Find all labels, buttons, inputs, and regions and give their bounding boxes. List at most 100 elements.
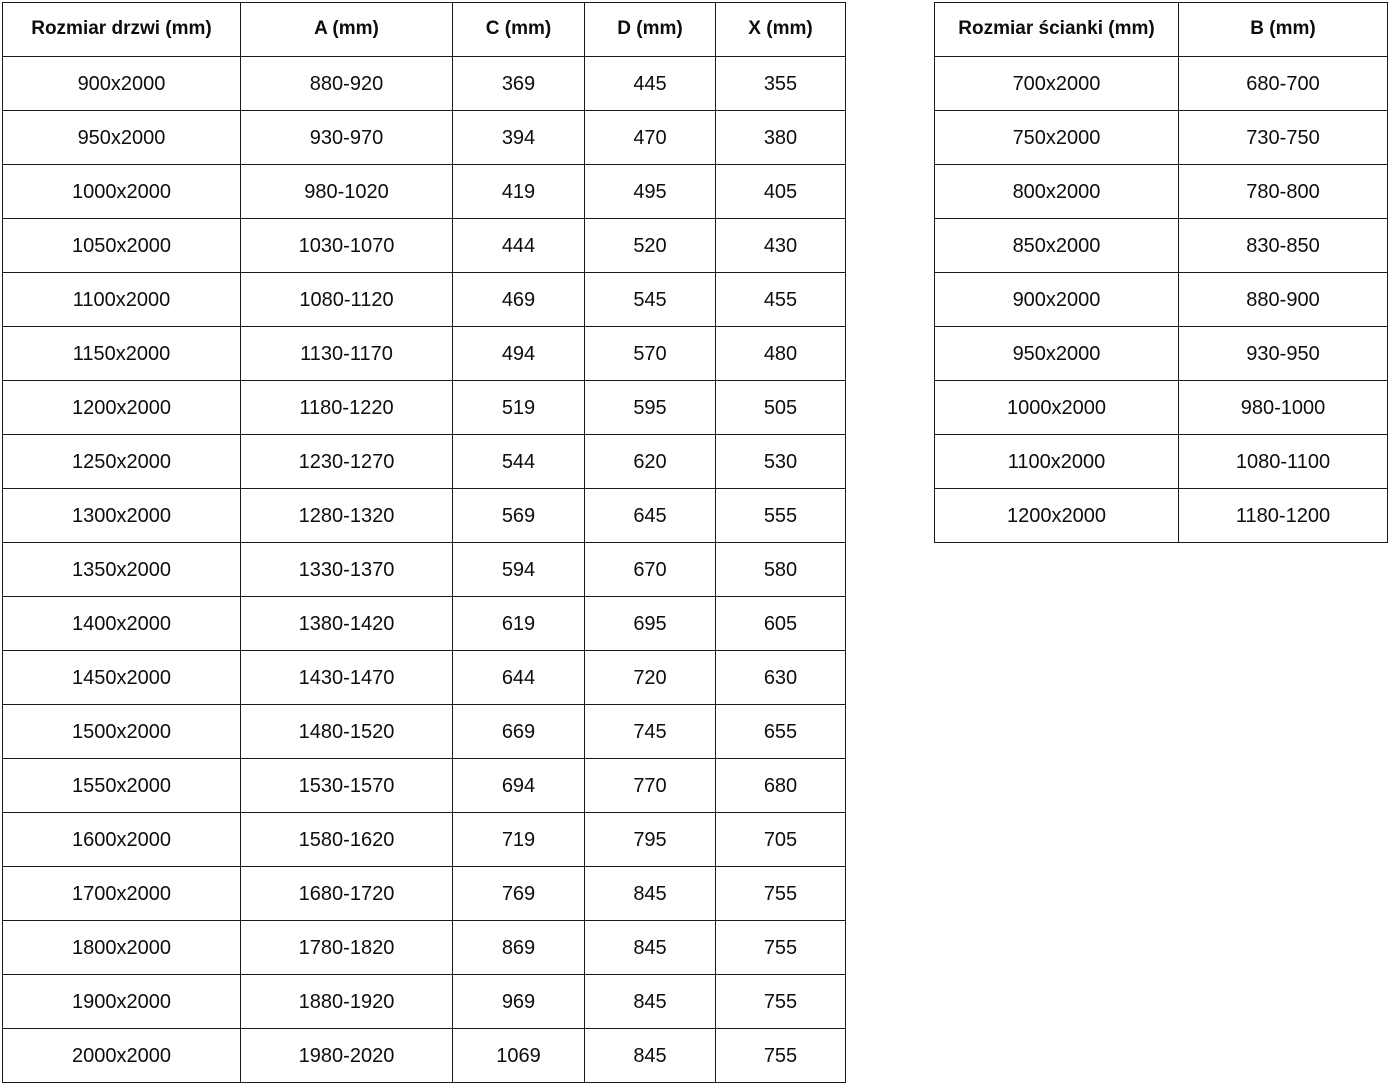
column-header-door-size: Rozmiar drzwi (mm): [2, 2, 241, 57]
cell-c: 769: [452, 866, 585, 921]
cell-c: 619: [452, 596, 585, 651]
cell-x: 680: [715, 758, 846, 813]
table-row: 1200x2000 1180-1200: [934, 488, 1388, 543]
cell-d: 845: [584, 866, 716, 921]
door-table-header: Rozmiar drzwi (mm) A (mm) C (mm) D (mm) …: [2, 2, 846, 57]
table-header-row: Rozmiar ścianki (mm) B (mm): [934, 2, 1388, 57]
cell-x: 605: [715, 596, 846, 651]
cell-door-size: 1400x2000: [2, 596, 241, 651]
cell-wall-size: 1100x2000: [934, 434, 1179, 489]
cell-d: 770: [584, 758, 716, 813]
table-row: 900x2000 880-900: [934, 272, 1388, 327]
cell-c: 1069: [452, 1028, 585, 1083]
cell-a: 1780-1820: [240, 920, 453, 975]
cell-d: 545: [584, 272, 716, 327]
table-row: 850x2000 830-850: [934, 218, 1388, 273]
cell-door-size: 1450x2000: [2, 650, 241, 705]
cell-a: 1180-1220: [240, 380, 453, 435]
cell-door-size: 1500x2000: [2, 704, 241, 759]
cell-a: 980-1020: [240, 164, 453, 219]
cell-a: 1480-1520: [240, 704, 453, 759]
cell-d: 645: [584, 488, 716, 543]
cell-d: 595: [584, 380, 716, 435]
table-row: 950x2000 930-970 394 470 380: [2, 110, 846, 165]
wall-table-header: Rozmiar ścianki (mm) B (mm): [934, 2, 1388, 57]
table-row: 1000x2000 980-1000: [934, 380, 1388, 435]
cell-door-size: 1350x2000: [2, 542, 241, 597]
cell-wall-size: 850x2000: [934, 218, 1179, 273]
cell-c: 569: [452, 488, 585, 543]
column-header-x: X (mm): [715, 2, 846, 57]
cell-door-size: 1300x2000: [2, 488, 241, 543]
column-header-d: D (mm): [584, 2, 716, 57]
cell-b: 1080-1100: [1178, 434, 1388, 489]
cell-d: 845: [584, 974, 716, 1029]
cell-a: 1530-1570: [240, 758, 453, 813]
cell-d: 520: [584, 218, 716, 273]
cell-x: 555: [715, 488, 846, 543]
table-row: 1150x2000 1130-1170 494 570 480: [2, 326, 846, 381]
cell-b: 930-950: [1178, 326, 1388, 381]
table-row: 1100x2000 1080-1100: [934, 434, 1388, 489]
column-header-c: C (mm): [452, 2, 585, 57]
cell-x: 455: [715, 272, 846, 327]
cell-c: 594: [452, 542, 585, 597]
cell-x: 480: [715, 326, 846, 381]
cell-door-size: 1700x2000: [2, 866, 241, 921]
table-row: 1700x2000 1680-1720 769 845 755: [2, 866, 846, 921]
cell-b: 830-850: [1178, 218, 1388, 273]
table-row: 1600x2000 1580-1620 719 795 705: [2, 812, 846, 867]
cell-wall-size: 800x2000: [934, 164, 1179, 219]
table-row: 700x2000 680-700: [934, 56, 1388, 111]
table-row: 1400x2000 1380-1420 619 695 605: [2, 596, 846, 651]
cell-x: 380: [715, 110, 846, 165]
cell-c: 694: [452, 758, 585, 813]
cell-door-size: 1000x2000: [2, 164, 241, 219]
cell-door-size: 1150x2000: [2, 326, 241, 381]
cell-door-size: 2000x2000: [2, 1028, 241, 1083]
cell-c: 519: [452, 380, 585, 435]
cell-a: 1380-1420: [240, 596, 453, 651]
cell-d: 845: [584, 920, 716, 975]
cell-wall-size: 700x2000: [934, 56, 1179, 111]
cell-door-size: 1800x2000: [2, 920, 241, 975]
wall-table-body: 700x2000 680-700 750x2000 730-750 800x2000 78…: [934, 56, 1388, 543]
cell-d: 695: [584, 596, 716, 651]
cell-c: 644: [452, 650, 585, 705]
cell-x: 505: [715, 380, 846, 435]
cell-b: 730-750: [1178, 110, 1388, 165]
wall-panel-size-table: Rozmiar ścianki (mm) B (mm) 700x2000 680-…: [934, 2, 1388, 543]
cell-d: 445: [584, 56, 716, 111]
table-row: 950x2000 930-950: [934, 326, 1388, 381]
cell-c: 869: [452, 920, 585, 975]
cell-a: 930-970: [240, 110, 453, 165]
cell-b: 1180-1200: [1178, 488, 1388, 543]
cell-d: 720: [584, 650, 716, 705]
cell-c: 369: [452, 56, 585, 111]
cell-d: 795: [584, 812, 716, 867]
cell-a: 1880-1920: [240, 974, 453, 1029]
cell-a: 1430-1470: [240, 650, 453, 705]
column-header-wall-size: Rozmiar ścianki (mm): [934, 2, 1179, 57]
cell-a: 1980-2020: [240, 1028, 453, 1083]
cell-d: 670: [584, 542, 716, 597]
cell-d: 845: [584, 1028, 716, 1083]
table-row: 1100x2000 1080-1120 469 545 455: [2, 272, 846, 327]
cell-door-size: 1100x2000: [2, 272, 241, 327]
cell-c: 669: [452, 704, 585, 759]
cell-door-size: 1900x2000: [2, 974, 241, 1029]
cell-c: 444: [452, 218, 585, 273]
cell-b: 880-900: [1178, 272, 1388, 327]
cell-door-size: 1200x2000: [2, 380, 241, 435]
column-header-a: A (mm): [240, 2, 453, 57]
cell-x: 580: [715, 542, 846, 597]
table-row: 1250x2000 1230-1270 544 620 530: [2, 434, 846, 489]
cell-c: 419: [452, 164, 585, 219]
cell-x: 755: [715, 866, 846, 921]
cell-x: 705: [715, 812, 846, 867]
cell-x: 630: [715, 650, 846, 705]
cell-x: 655: [715, 704, 846, 759]
cell-wall-size: 1200x2000: [934, 488, 1179, 543]
cell-a: 1330-1370: [240, 542, 453, 597]
cell-door-size: 1250x2000: [2, 434, 241, 489]
